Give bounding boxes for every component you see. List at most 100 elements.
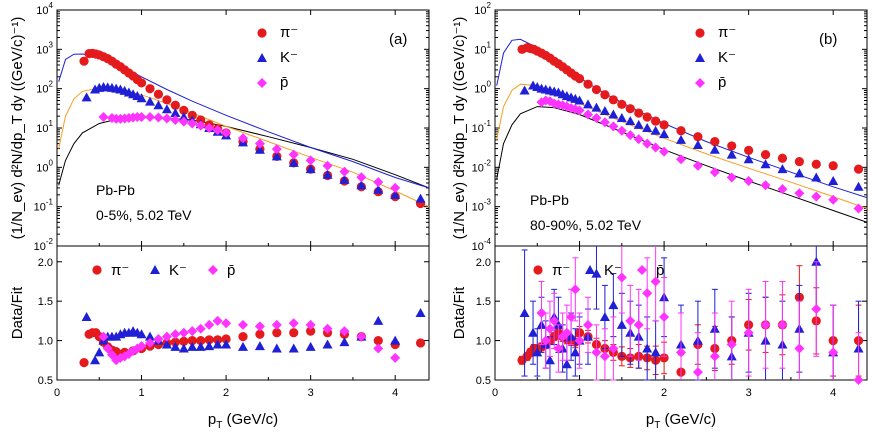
data-point-p	[591, 112, 602, 123]
legend-marker-p	[257, 78, 267, 88]
data-point-k	[692, 139, 703, 149]
panel-a-ratio-frame	[56, 245, 430, 381]
data-point-p	[574, 105, 585, 116]
data-point-pi	[145, 84, 155, 94]
ratio-point-p	[633, 319, 644, 330]
y-tick-label: 100	[474, 80, 491, 96]
data-point-k	[709, 144, 720, 154]
ratio-legend-marker-pi	[533, 265, 543, 275]
data-point-p	[642, 138, 653, 149]
data-point-p	[204, 123, 215, 133]
data-point-p	[212, 125, 223, 136]
ratio-y-tick-label: 0.5	[476, 375, 491, 387]
ratio-point-p	[102, 343, 113, 354]
ratio-point-p	[153, 334, 164, 345]
data-point-k	[145, 96, 155, 106]
data-point-pi	[583, 79, 593, 89]
ratio-point-p	[591, 347, 602, 358]
data-point-p	[777, 184, 788, 195]
data-point-k	[853, 181, 864, 191]
ratio-y-tick-label: 1.5	[38, 296, 53, 308]
ratio-legend-marker-k	[585, 265, 595, 274]
data-point-k	[136, 93, 147, 103]
data-point-k	[288, 157, 299, 167]
data-point-k	[659, 129, 670, 139]
data-point-p	[828, 194, 839, 205]
ratio-point-p	[195, 323, 206, 334]
ratio-y-tick-label: 1.5	[476, 296, 491, 308]
ratio-point-k	[212, 339, 223, 349]
data-point-p	[599, 117, 610, 128]
ratio-point-p	[540, 335, 551, 346]
ratio-point-p	[305, 319, 316, 330]
data-point-pi	[162, 95, 172, 105]
ratio-legend-marker-p	[637, 265, 647, 275]
ratio-point-p	[760, 319, 771, 330]
ratio-point-k	[145, 331, 155, 341]
ratio-point-k	[519, 308, 530, 317]
ratio-point-k	[111, 331, 122, 341]
data-point-k	[591, 102, 602, 112]
legend-marker-k	[695, 53, 705, 62]
ratio-point-k	[390, 335, 401, 345]
legend-label-p: p̄	[280, 74, 288, 91]
data-point-k	[726, 149, 737, 159]
data-point-k	[81, 92, 92, 102]
ratio-legend-marker-pi	[92, 265, 102, 275]
ratio-point-p	[625, 315, 636, 326]
x-tick-label: 0	[54, 387, 60, 399]
ratio-point-p	[794, 343, 805, 354]
ratio-point-p	[271, 319, 282, 330]
data-point-k	[390, 189, 401, 199]
ratio-point-pi	[289, 328, 299, 338]
ratio-point-k	[221, 339, 232, 349]
data-point-p	[145, 112, 155, 123]
legend-label-k: K⁻	[718, 49, 736, 66]
data-point-p	[726, 172, 737, 183]
data-point-pi	[79, 56, 89, 66]
ratio-point-pi	[415, 338, 426, 348]
data-point-pi	[853, 164, 864, 174]
ratio-point-p	[238, 319, 248, 330]
y-tick-label: 100	[36, 158, 53, 174]
ratio-point-k	[90, 355, 101, 365]
ratio-point-p	[212, 315, 223, 326]
data-point-k	[642, 123, 653, 132]
data-point-p	[305, 155, 316, 166]
ratio-point-p	[616, 272, 627, 283]
x-tick-label: 0	[492, 387, 498, 399]
y-tick-label: 10-1	[34, 198, 54, 214]
data-point-k	[271, 151, 282, 161]
ratio-point-p	[599, 351, 610, 362]
y-tick-label: 102	[36, 80, 53, 96]
ratio-point-k	[608, 300, 619, 310]
data-point-pi	[676, 126, 686, 136]
ratio-point-k	[591, 268, 602, 278]
ratio-point-k	[305, 341, 316, 351]
y-tick-label: 101	[36, 119, 53, 135]
ratio-legend-label-pi: π⁻	[111, 262, 129, 279]
data-point-p	[743, 175, 754, 186]
ratio-point-p	[288, 318, 299, 329]
data-point-k	[743, 154, 754, 164]
data-point-k	[305, 164, 316, 174]
ratio-legend-marker-k	[150, 265, 160, 274]
ratio-point-p	[608, 343, 619, 354]
ratio-point-k	[238, 341, 248, 351]
data-point-k	[574, 95, 585, 105]
ratio-point-p	[136, 341, 147, 352]
x-tick-label: 2	[661, 387, 667, 399]
data-point-pi	[600, 90, 610, 100]
data-point-p	[254, 138, 265, 149]
data-point-k	[794, 168, 805, 178]
y-tick-label: 102	[474, 1, 491, 17]
data-point-k	[828, 175, 839, 185]
ratio-point-pi	[187, 335, 197, 346]
ratio-point-pi	[196, 335, 206, 346]
y-tick-label: 104	[36, 1, 53, 17]
data-point-p	[709, 167, 720, 178]
data-point-p	[650, 142, 661, 153]
ratio-point-p	[187, 326, 198, 337]
legend-label-p: p̄	[718, 74, 726, 91]
